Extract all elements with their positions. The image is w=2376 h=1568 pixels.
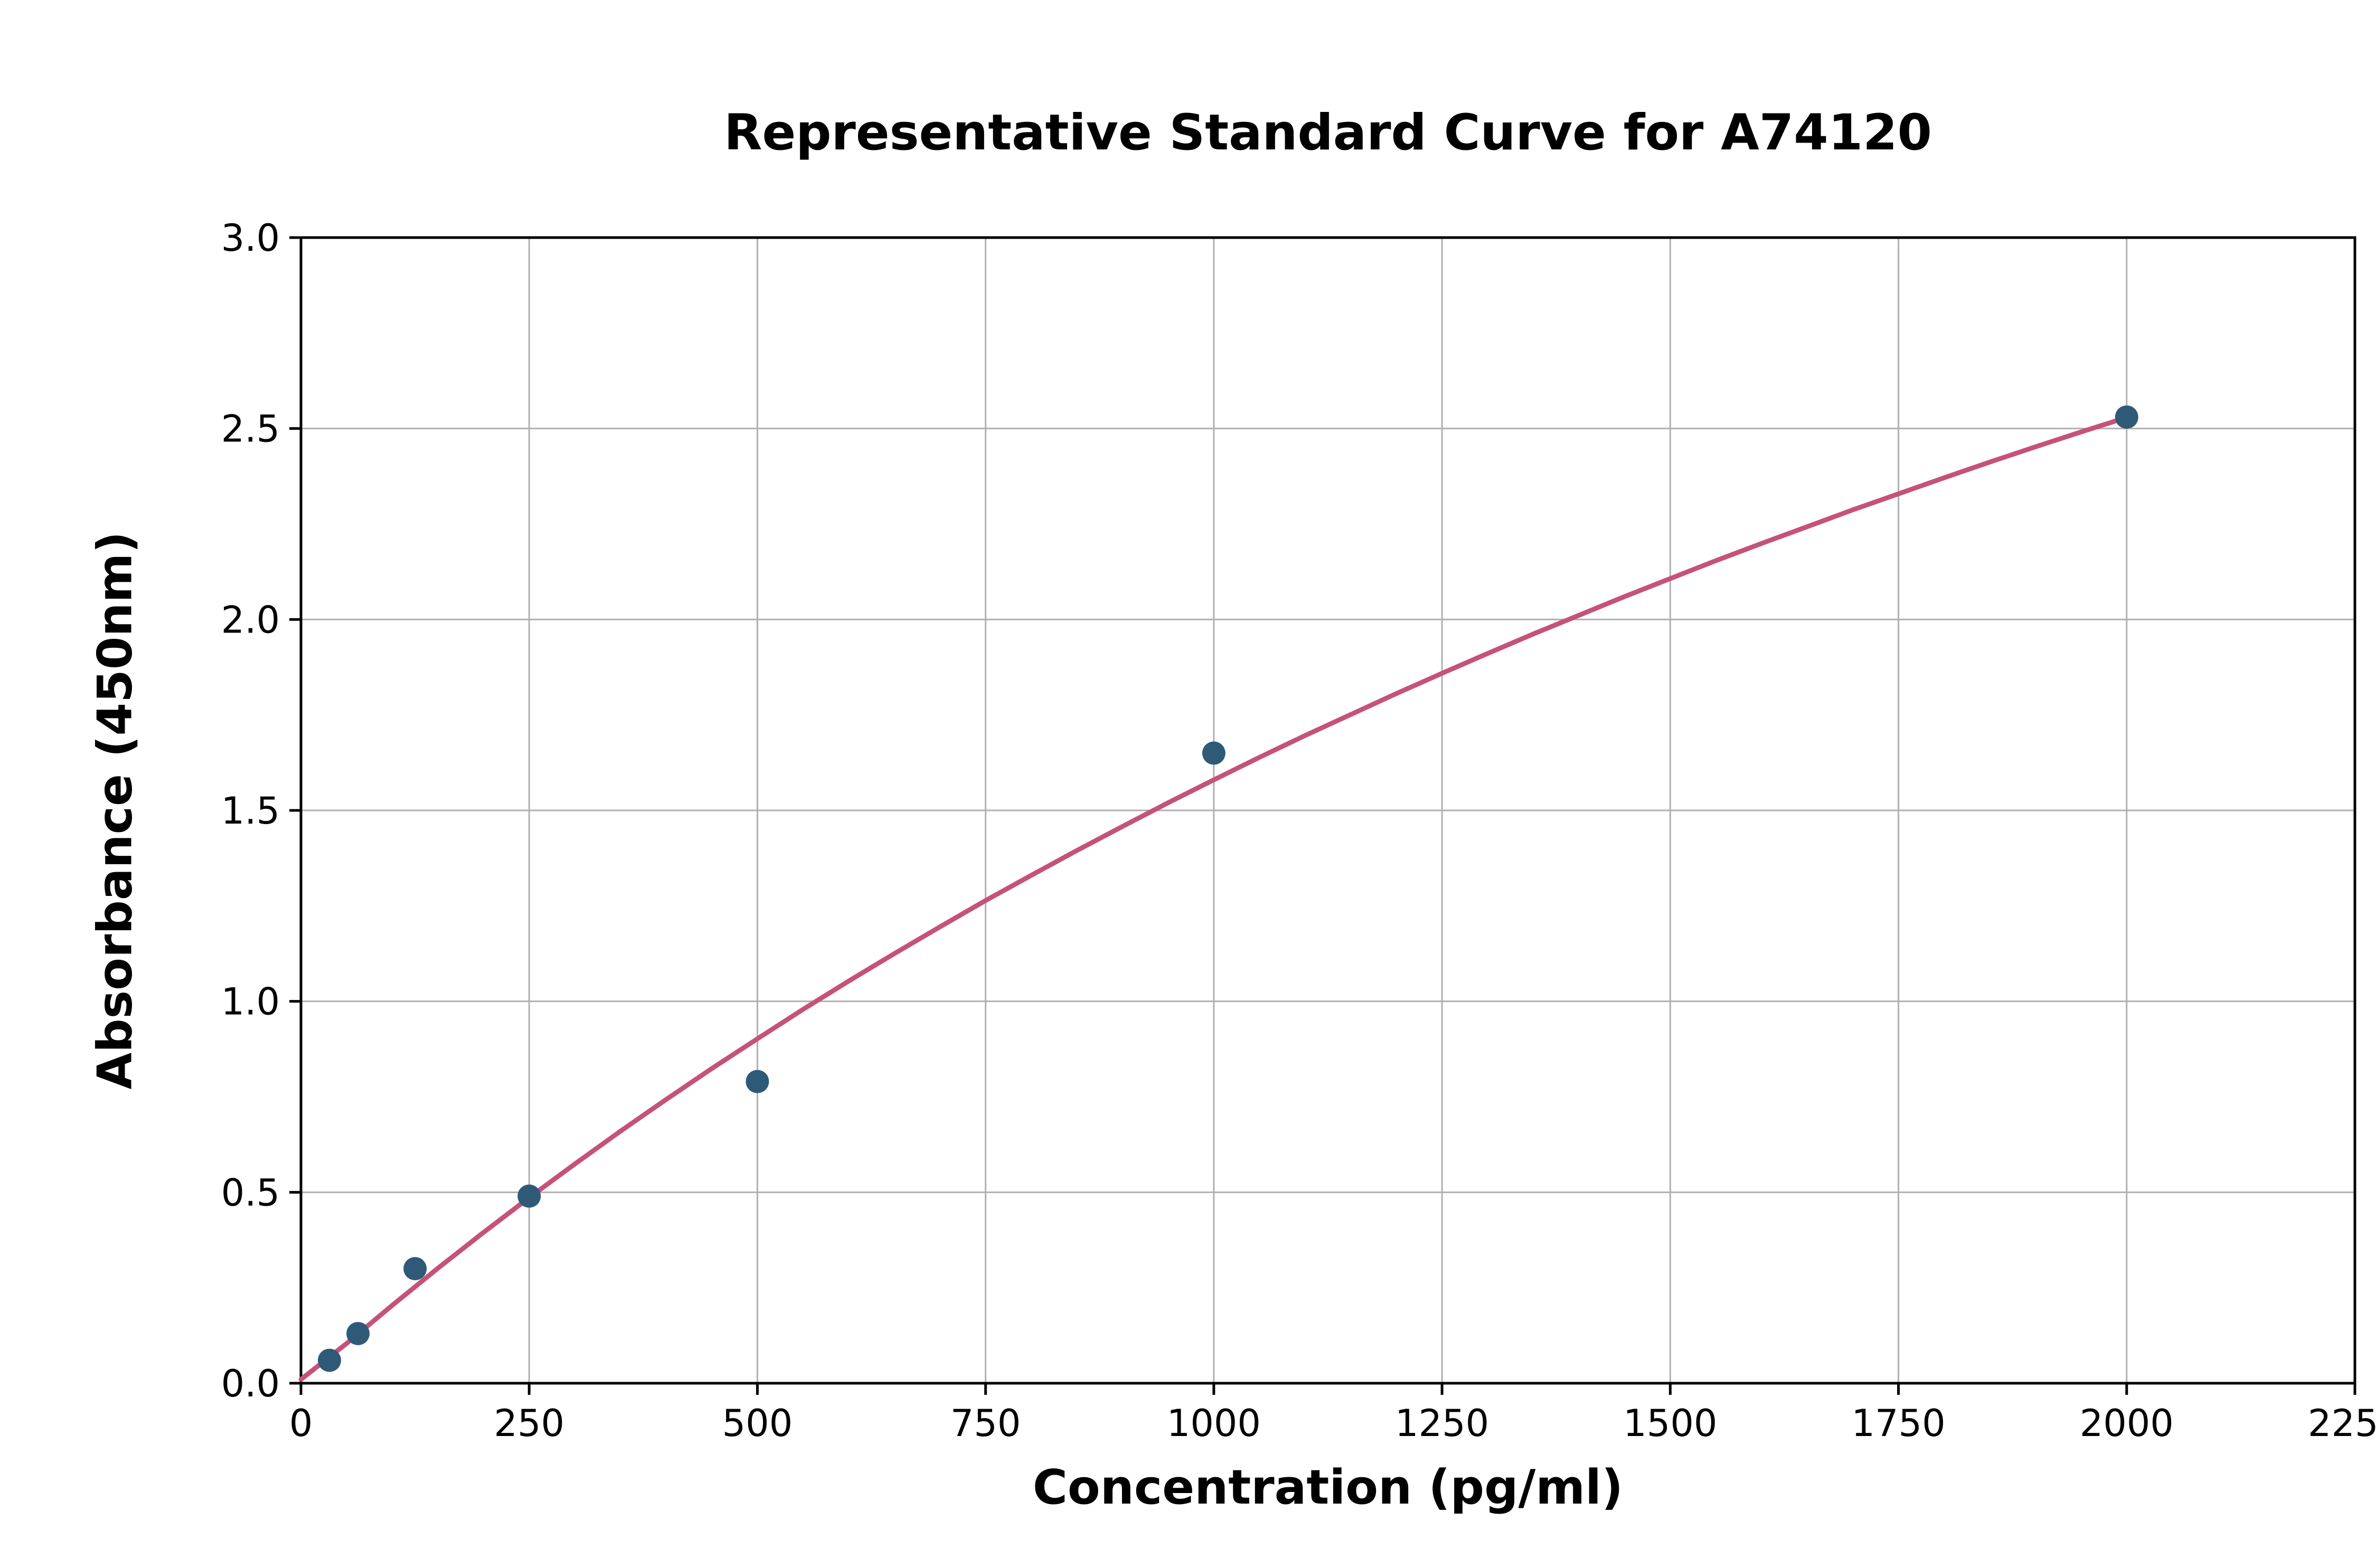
x-tick-label: 1000 [1167,1402,1261,1445]
y-tick-label: 1.0 [221,980,280,1024]
x-tick-label: 2000 [2080,1402,2174,1445]
y-tick-label: 1.5 [221,789,280,833]
y-tick-label: 0.5 [221,1171,280,1214]
x-axis-label: Concentration (pg/ml) [1032,1460,1624,1515]
chart-title: Representative Standard Curve for A74120 [724,104,1932,162]
x-tick-label: 1750 [1851,1402,1945,1445]
y-tick-label: 2.0 [221,598,280,641]
x-tick-label: 1500 [1623,1402,1717,1445]
fit-curve [298,415,2129,1382]
x-tick-label: 750 [950,1402,1021,1445]
data-point [403,1257,427,1280]
data-point [2115,405,2138,429]
data-point [346,1321,370,1345]
data-point [517,1184,541,1208]
x-tick-label: 1250 [1395,1402,1489,1445]
x-tick-label: 0 [289,1402,313,1445]
y-tick-label: 3.0 [221,216,280,260]
data-point [746,1070,769,1093]
data-point [1202,741,1225,765]
y-tick-label: 2.5 [221,408,280,451]
data-point [317,1348,341,1372]
x-tick-label: 250 [494,1402,564,1445]
y-tick-label: 0.0 [221,1362,280,1405]
x-tick-label: 500 [722,1402,793,1445]
